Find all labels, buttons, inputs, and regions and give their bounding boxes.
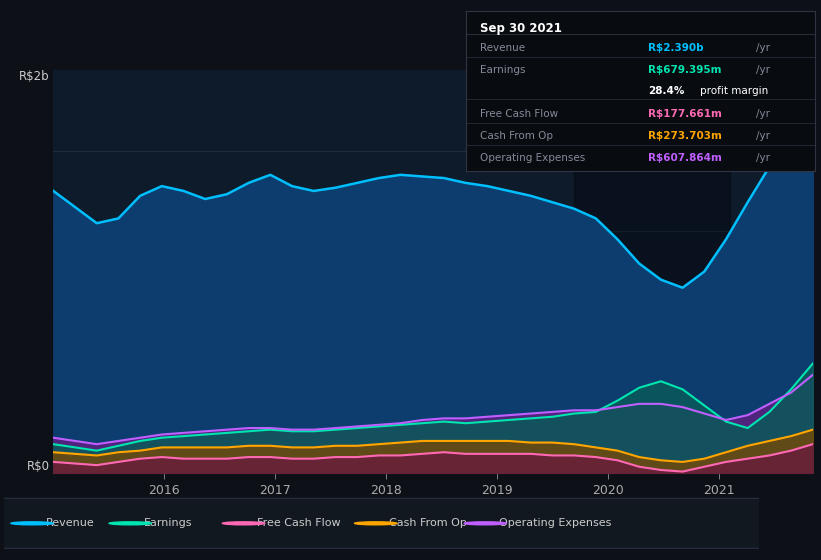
Text: Earnings: Earnings [480, 66, 525, 76]
Circle shape [464, 522, 507, 525]
Text: R$2b: R$2b [19, 70, 49, 83]
Text: R$0: R$0 [26, 460, 49, 473]
Text: /yr: /yr [756, 131, 770, 141]
Text: 28.4%: 28.4% [648, 86, 684, 96]
Text: Free Cash Flow: Free Cash Flow [480, 109, 558, 119]
Text: Operating Expenses: Operating Expenses [499, 519, 611, 528]
Text: R$2.390b: R$2.390b [648, 43, 704, 53]
Text: Free Cash Flow: Free Cash Flow [257, 519, 341, 528]
Bar [575, 70, 730, 473]
Circle shape [11, 522, 53, 525]
Text: R$679.395m: R$679.395m [648, 66, 722, 76]
Text: R$273.703m: R$273.703m [648, 131, 722, 141]
Circle shape [109, 522, 151, 525]
Text: /yr: /yr [756, 43, 770, 53]
Text: R$177.661m: R$177.661m [648, 109, 722, 119]
Circle shape [355, 522, 397, 525]
Circle shape [222, 522, 264, 525]
Text: Operating Expenses: Operating Expenses [480, 153, 585, 164]
FancyBboxPatch shape [0, 498, 771, 548]
Text: Revenue: Revenue [46, 519, 94, 528]
Text: profit margin: profit margin [700, 86, 768, 96]
Text: /yr: /yr [756, 153, 770, 164]
Text: /yr: /yr [756, 109, 770, 119]
Text: /yr: /yr [756, 66, 770, 76]
Text: Earnings: Earnings [144, 519, 192, 528]
Text: Cash From Op: Cash From Op [389, 519, 467, 528]
Text: R$607.864m: R$607.864m [648, 153, 722, 164]
Text: Cash From Op: Cash From Op [480, 131, 553, 141]
Text: Sep 30 2021: Sep 30 2021 [480, 22, 562, 35]
Text: Revenue: Revenue [480, 43, 525, 53]
